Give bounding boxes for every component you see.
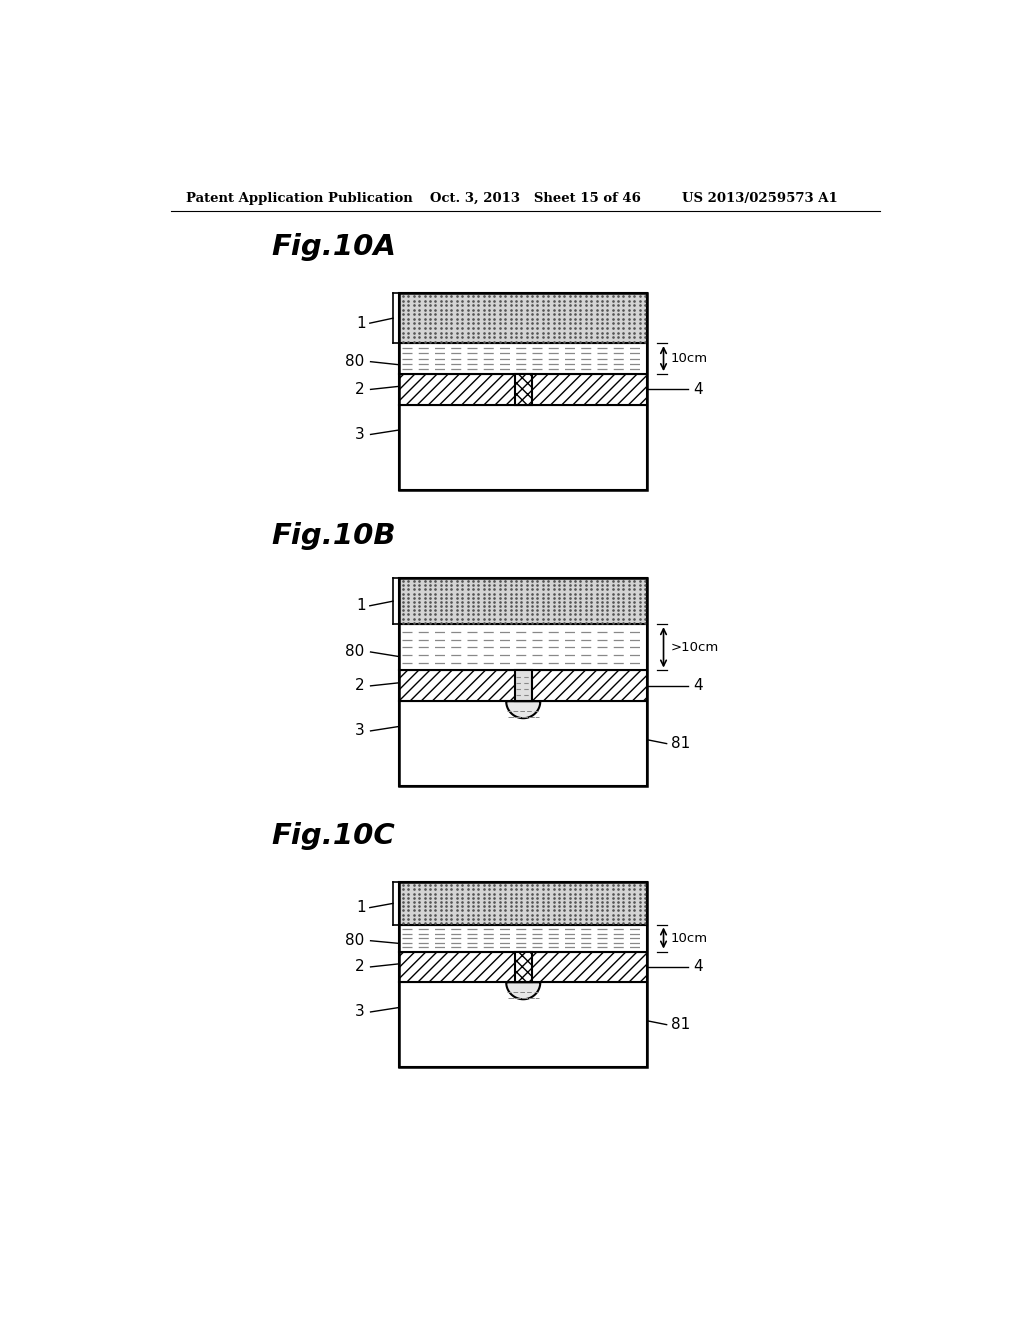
Text: 3: 3 [354,1005,365,1019]
Text: Fig.10B: Fig.10B [271,521,396,549]
Bar [515,374,531,405]
Text: US 2013/0259573 A1: US 2013/0259573 A1 [682,191,838,205]
Bar [399,293,647,490]
Text: 81: 81 [671,737,690,751]
Text: 10cm: 10cm [671,352,708,366]
Bar [399,701,647,785]
Text: 1: 1 [356,315,366,331]
Text: 80: 80 [345,933,365,948]
Bar [399,343,647,374]
Text: 2: 2 [354,381,365,397]
Bar [399,882,647,1067]
Text: 3: 3 [354,723,365,738]
Text: Patent Application Publication: Patent Application Publication [186,191,413,205]
Polygon shape [506,982,541,999]
Bar [399,671,647,701]
Bar [399,578,647,785]
Bar [399,624,647,671]
Text: Oct. 3, 2013   Sheet 15 of 46: Oct. 3, 2013 Sheet 15 of 46 [430,191,641,205]
Text: 1: 1 [356,598,366,614]
Bar [399,374,647,405]
Text: Fig.10C: Fig.10C [271,822,395,850]
Bar [399,293,647,343]
Text: 1: 1 [356,900,366,915]
Bar [515,952,531,982]
Bar [515,671,531,701]
Text: 4: 4 [693,381,703,397]
Text: 10cm: 10cm [671,932,708,945]
Text: Fig.10A: Fig.10A [271,232,396,261]
Text: 2: 2 [354,960,365,974]
Text: 2: 2 [354,678,365,693]
Text: 81: 81 [671,1018,690,1032]
Bar [399,982,647,1067]
Bar [399,952,647,982]
Text: 4: 4 [693,678,703,693]
Text: 80: 80 [345,354,365,370]
Bar [399,882,647,924]
Bar [399,924,647,952]
Text: >10cm: >10cm [671,640,719,653]
Text: 3: 3 [354,426,365,442]
Text: 4: 4 [693,960,703,974]
Text: 80: 80 [345,644,365,660]
Bar [399,578,647,624]
Bar [399,405,647,490]
Polygon shape [506,701,541,718]
